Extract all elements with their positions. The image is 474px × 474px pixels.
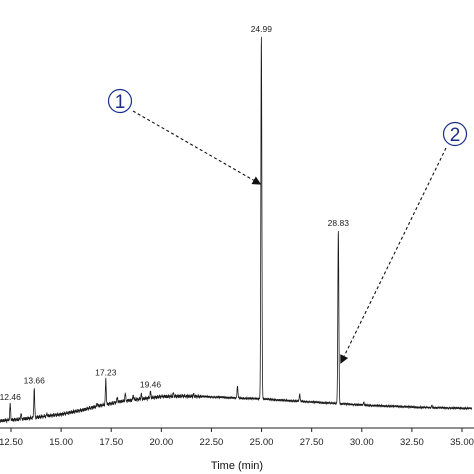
callout-number: 1 [115,92,126,113]
x-tick-label: 22.50 [200,437,224,448]
callouts: 12 [107,88,468,364]
callout-circle [442,121,468,147]
peak-label: 12.46 [0,392,21,402]
x-tick-label: 35.00 [450,437,474,448]
peak-label: 24.99 [251,24,273,34]
signal-trace [0,36,473,424]
callout-2: 2 [340,121,468,364]
chromatogram-line [0,36,473,424]
callout-arrow [340,147,447,364]
x-tick-label: 30.00 [350,437,374,448]
x-tick-label: 17.50 [99,437,123,448]
x-ticks: 12.50 15.00 17.50 20.00 22.50 25.00 27.50 30.00… [0,428,474,448]
callout-1: 1 [107,88,262,185]
callout-circle [107,88,133,114]
peak-label: 28.83 [328,218,350,228]
peak-label: 19.46 [140,380,162,390]
x-tick-label: 32.50 [400,437,424,448]
callout-number: 2 [450,125,461,146]
x-tick-label: 15.00 [49,437,73,448]
x-axis-label: Time (min) [211,460,263,472]
x-tick-label: 27.50 [300,437,324,448]
peak-label: 13.66 [24,376,46,386]
x-tick-label: 12.50 [0,437,23,448]
peak-label: 17.23 [95,368,117,378]
x-tick-label: 20.00 [149,437,173,448]
x-tick-label: 25.00 [250,437,274,448]
callout-arrow [132,110,262,185]
